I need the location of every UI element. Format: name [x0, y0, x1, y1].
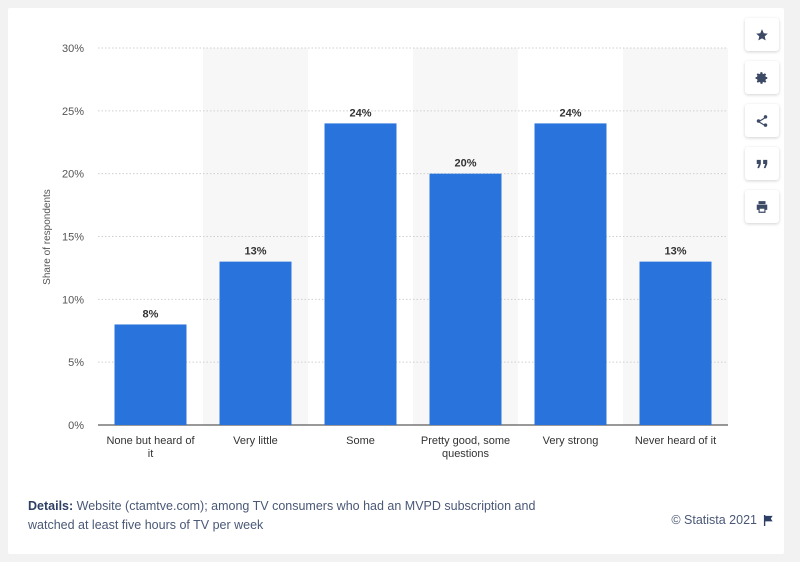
x-tick-label: None but heard of it — [106, 435, 195, 460]
x-tick-label: Pretty good, some questions — [421, 435, 510, 460]
favorite-button[interactable] — [745, 18, 779, 51]
y-tick-label: 25% — [62, 106, 84, 118]
data-label: 24% — [349, 107, 371, 119]
data-label: 20% — [454, 158, 476, 170]
gear-icon — [755, 71, 768, 84]
y-tick-label: 20% — [62, 169, 84, 181]
data-label: 8% — [143, 308, 159, 320]
bar[interactable] — [639, 261, 712, 425]
details-note: Details: Website (ctamtve.com); among TV… — [28, 497, 548, 535]
bar[interactable] — [429, 173, 502, 425]
share-button[interactable] — [745, 104, 779, 137]
y-tick-label: 10% — [62, 294, 84, 306]
settings-button[interactable] — [745, 61, 779, 94]
x-tick-label: Never heard of it — [635, 435, 716, 447]
y-tick-label: 30% — [62, 43, 84, 55]
copyright: © Statista 2021 — [671, 513, 774, 527]
bar[interactable] — [534, 123, 607, 426]
data-label: 13% — [664, 246, 686, 258]
print-icon — [756, 200, 768, 213]
data-label: 13% — [244, 246, 266, 258]
details-label: Details: — [28, 499, 74, 513]
y-axis-label: Share of respondents — [42, 189, 53, 285]
x-tick-label: Very little — [233, 435, 278, 447]
quote-icon — [756, 159, 768, 168]
x-tick-label: Very strong — [543, 435, 599, 447]
y-tick-label: 15% — [62, 232, 84, 244]
cite-button[interactable] — [745, 147, 779, 180]
share-icon — [756, 114, 768, 127]
bar[interactable] — [219, 261, 292, 425]
print-button[interactable] — [745, 190, 779, 223]
details-text: Website (ctamtve.com); among TV consumer… — [28, 499, 536, 532]
flag-icon[interactable] — [763, 514, 774, 526]
bar[interactable] — [114, 324, 187, 425]
bar[interactable] — [324, 123, 397, 426]
toolbar — [745, 18, 781, 223]
x-tick-label: Some — [346, 435, 375, 447]
copyright-text[interactable]: © Statista 2021 — [671, 513, 757, 527]
data-label: 24% — [559, 107, 581, 119]
y-tick-label: 0% — [68, 420, 84, 432]
star-icon — [756, 28, 768, 40]
y-tick-label: 5% — [68, 357, 84, 369]
